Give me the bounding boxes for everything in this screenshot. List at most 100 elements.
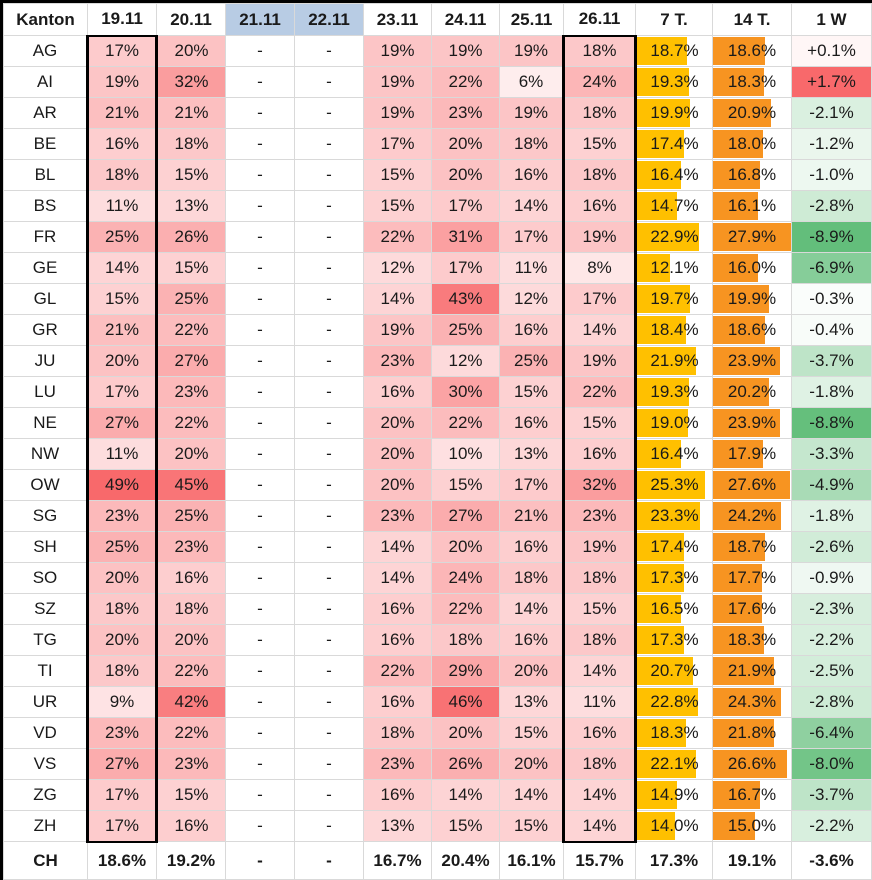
- cell-CH-20.11[interactable]: 19.2%: [156, 841, 226, 880]
- cell-NE-24.11[interactable]: 22%: [431, 407, 500, 439]
- cell-JU-23.11[interactable]: 23%: [363, 345, 432, 377]
- cell-VS-26.11[interactable]: 18%: [562, 748, 637, 780]
- cell-TG-21.11[interactable]: -: [225, 624, 295, 656]
- cell-NE-19.11[interactable]: 27%: [86, 407, 158, 439]
- cell-BS-23.11[interactable]: 15%: [363, 190, 432, 222]
- col-header-20-11[interactable]: 20.11: [156, 3, 226, 36]
- cell-JU-19.11[interactable]: 20%: [86, 345, 158, 377]
- row-label-VS[interactable]: VS: [3, 748, 88, 780]
- cell-GE-7T[interactable]: 12.1%: [635, 252, 713, 284]
- cell-SG-23.11[interactable]: 23%: [363, 500, 432, 532]
- cell-ZH-22.11[interactable]: -: [294, 810, 364, 842]
- cell-SH-19.11[interactable]: 25%: [86, 531, 158, 563]
- cell-ZH-19.11[interactable]: 17%: [86, 810, 158, 843]
- cell-VS-25.11[interactable]: 20%: [499, 748, 564, 780]
- cell-SH-21.11[interactable]: -: [225, 531, 295, 563]
- cell-VD-25.11[interactable]: 15%: [499, 717, 564, 749]
- cell-TG-24.11[interactable]: 18%: [431, 624, 500, 656]
- cell-AR-7T[interactable]: 19.9%: [635, 97, 713, 129]
- cell-ZG-22.11[interactable]: -: [294, 779, 364, 811]
- row-label-BS[interactable]: BS: [3, 190, 88, 222]
- cell-UR-26.11[interactable]: 11%: [562, 686, 637, 718]
- cell-NE-7T[interactable]: 19.0%: [635, 407, 713, 439]
- cell-BE-1W[interactable]: -1.2%: [791, 128, 872, 160]
- cell-FR-19.11[interactable]: 25%: [86, 221, 158, 253]
- cell-OW-7T[interactable]: 25.3%: [635, 469, 713, 501]
- cell-SZ-20.11[interactable]: 18%: [156, 593, 226, 625]
- row-label-GL[interactable]: GL: [3, 283, 88, 315]
- cell-GL-22.11[interactable]: -: [294, 283, 364, 315]
- cell-SH-24.11[interactable]: 20%: [431, 531, 500, 563]
- cell-ZG-1W[interactable]: -3.7%: [791, 779, 872, 811]
- cell-CH-26.11[interactable]: 15.7%: [563, 841, 636, 880]
- cell-VD-20.11[interactable]: 22%: [156, 717, 226, 749]
- cell-NW-14T[interactable]: 17.9%: [712, 438, 792, 470]
- cell-LU-20.11[interactable]: 23%: [156, 376, 226, 408]
- cell-SG-26.11[interactable]: 23%: [562, 500, 637, 532]
- cell-NW-25.11[interactable]: 13%: [499, 438, 564, 470]
- row-label-VD[interactable]: VD: [3, 717, 88, 749]
- cell-NW-7T[interactable]: 16.4%: [635, 438, 713, 470]
- cell-BE-24.11[interactable]: 20%: [431, 128, 500, 160]
- cell-BS-26.11[interactable]: 16%: [562, 190, 637, 222]
- cell-FR-7T[interactable]: 22.9%: [635, 221, 713, 253]
- cell-VS-7T[interactable]: 22.1%: [635, 748, 713, 780]
- cell-BS-25.11[interactable]: 14%: [499, 190, 564, 222]
- cell-UR-23.11[interactable]: 16%: [363, 686, 432, 718]
- cell-SH-23.11[interactable]: 14%: [363, 531, 432, 563]
- cell-OW-21.11[interactable]: -: [225, 469, 295, 501]
- row-label-ZH[interactable]: ZH: [3, 810, 88, 842]
- cell-CH-7T[interactable]: 17.3%: [635, 841, 713, 880]
- cell-SG-21.11[interactable]: -: [225, 500, 295, 532]
- cell-GE-22.11[interactable]: -: [294, 252, 364, 284]
- cell-BL-19.11[interactable]: 18%: [86, 159, 158, 191]
- cell-ZG-20.11[interactable]: 15%: [156, 779, 226, 811]
- cell-UR-25.11[interactable]: 13%: [499, 686, 564, 718]
- cell-AI-14T[interactable]: 18.3%: [712, 66, 792, 98]
- cell-LU-19.11[interactable]: 17%: [86, 376, 158, 408]
- cell-AG-23.11[interactable]: 19%: [363, 35, 432, 67]
- cell-BE-23.11[interactable]: 17%: [363, 128, 432, 160]
- cell-NW-24.11[interactable]: 10%: [431, 438, 500, 470]
- row-label-OW[interactable]: OW: [3, 469, 88, 501]
- cell-GL-25.11[interactable]: 12%: [499, 283, 564, 315]
- cell-SG-19.11[interactable]: 23%: [86, 500, 158, 532]
- cell-AI-25.11[interactable]: 6%: [499, 66, 564, 98]
- cell-BE-21.11[interactable]: -: [225, 128, 295, 160]
- cell-SH-1W[interactable]: -2.6%: [791, 531, 872, 563]
- cell-VD-23.11[interactable]: 18%: [363, 717, 432, 749]
- cell-LU-23.11[interactable]: 16%: [363, 376, 432, 408]
- cell-ZG-23.11[interactable]: 16%: [363, 779, 432, 811]
- cell-SG-14T[interactable]: 24.2%: [712, 500, 792, 532]
- cell-AG-25.11[interactable]: 19%: [499, 35, 564, 67]
- cell-BE-14T[interactable]: 18.0%: [712, 128, 792, 160]
- cell-NE-20.11[interactable]: 22%: [156, 407, 226, 439]
- cell-AR-23.11[interactable]: 19%: [363, 97, 432, 129]
- cell-BE-19.11[interactable]: 16%: [86, 128, 158, 160]
- cell-BL-7T[interactable]: 16.4%: [635, 159, 713, 191]
- cell-TI-23.11[interactable]: 22%: [363, 655, 432, 687]
- cell-AR-24.11[interactable]: 23%: [431, 97, 500, 129]
- cell-AG-26.11[interactable]: 18%: [562, 34, 637, 67]
- cell-GR-22.11[interactable]: -: [294, 314, 364, 346]
- cell-LU-14T[interactable]: 20.2%: [712, 376, 792, 408]
- cell-SG-7T[interactable]: 23.3%: [635, 500, 713, 532]
- cell-UR-20.11[interactable]: 42%: [156, 686, 226, 718]
- cell-BS-22.11[interactable]: -: [294, 190, 364, 222]
- cell-CH-21.11[interactable]: -: [225, 841, 295, 880]
- cell-SZ-7T[interactable]: 16.5%: [635, 593, 713, 625]
- cell-SZ-22.11[interactable]: -: [294, 593, 364, 625]
- cell-SZ-21.11[interactable]: -: [225, 593, 295, 625]
- cell-JU-14T[interactable]: 23.9%: [712, 345, 792, 377]
- cell-VD-19.11[interactable]: 23%: [86, 717, 158, 749]
- cell-LU-21.11[interactable]: -: [225, 376, 295, 408]
- cell-UR-14T[interactable]: 24.3%: [712, 686, 792, 718]
- cell-VD-7T[interactable]: 18.3%: [635, 717, 713, 749]
- row-label-CH[interactable]: CH: [3, 841, 88, 880]
- cell-BS-20.11[interactable]: 13%: [156, 190, 226, 222]
- cell-FR-26.11[interactable]: 19%: [562, 221, 637, 253]
- row-label-SZ[interactable]: SZ: [3, 593, 88, 625]
- cell-BL-22.11[interactable]: -: [294, 159, 364, 191]
- cell-VS-1W[interactable]: -8.0%: [791, 748, 872, 780]
- cell-TG-14T[interactable]: 18.3%: [712, 624, 792, 656]
